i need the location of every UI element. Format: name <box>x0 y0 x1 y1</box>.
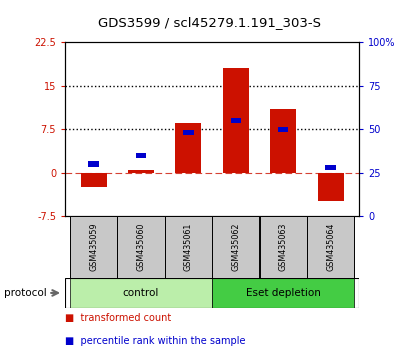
Bar <box>307 216 354 278</box>
Text: GSM435060: GSM435060 <box>136 223 145 271</box>
Text: control: control <box>123 288 159 298</box>
Bar <box>70 216 117 278</box>
Text: ■  transformed count: ■ transformed count <box>65 313 171 323</box>
Bar <box>70 278 212 308</box>
Bar <box>117 216 165 278</box>
Bar <box>136 153 146 158</box>
Bar <box>183 130 194 135</box>
Bar <box>278 127 289 132</box>
Text: GSM435062: GSM435062 <box>231 223 240 271</box>
Bar <box>81 172 107 187</box>
Bar <box>223 69 249 172</box>
Text: GSM435061: GSM435061 <box>184 223 193 271</box>
Bar <box>88 161 99 166</box>
Bar <box>212 216 260 278</box>
Bar <box>260 216 307 278</box>
Bar <box>270 109 296 172</box>
Text: Eset depletion: Eset depletion <box>246 288 320 298</box>
Bar <box>128 170 154 172</box>
Bar <box>326 165 336 170</box>
Text: ■  percentile rank within the sample: ■ percentile rank within the sample <box>65 336 246 346</box>
Bar <box>165 216 212 278</box>
Text: protocol: protocol <box>4 288 47 298</box>
Text: GDS3599 / scl45279.1.191_303-S: GDS3599 / scl45279.1.191_303-S <box>99 16 321 29</box>
Bar <box>318 172 344 201</box>
Bar <box>212 278 354 308</box>
Text: GSM435063: GSM435063 <box>279 223 288 271</box>
Bar <box>231 118 241 123</box>
Bar <box>176 124 202 172</box>
Text: GSM435059: GSM435059 <box>89 223 98 271</box>
Text: GSM435064: GSM435064 <box>326 223 335 271</box>
